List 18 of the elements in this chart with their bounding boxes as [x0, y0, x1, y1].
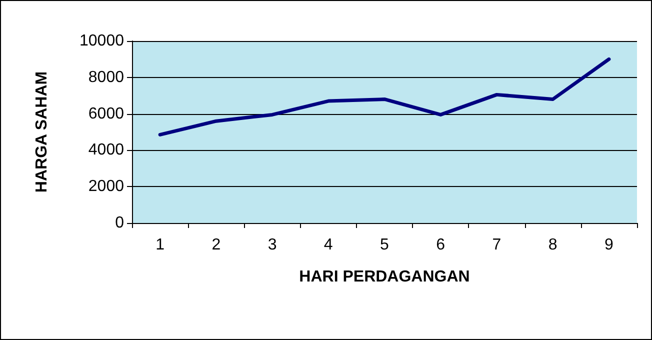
x-tick-label: 3: [268, 236, 277, 254]
y-axis-title: HARGA SAHAM: [34, 71, 50, 193]
y-tick-label: 0: [115, 214, 124, 232]
x-tick-label: 9: [604, 236, 614, 254]
x-tick-label: 1: [156, 236, 165, 254]
line-series: [158, 57, 611, 136]
x-tick-label: 6: [436, 236, 446, 254]
y-tick-label: 4000: [88, 142, 124, 159]
y-tick-label: 6000: [88, 105, 124, 122]
y-tick-label: 10000: [80, 32, 124, 50]
x-tick-label: 2: [212, 236, 221, 254]
x-tick-label: 5: [380, 236, 390, 254]
x-axis-title: HARI PERDAGANGAN: [299, 268, 470, 286]
y-tick-label: 8000: [88, 68, 124, 86]
x-tick-label: 7: [492, 236, 502, 254]
y-tick-label: 2000: [88, 178, 124, 196]
x-tick-label: 8: [548, 236, 558, 254]
x-tick-label: 4: [324, 236, 333, 254]
